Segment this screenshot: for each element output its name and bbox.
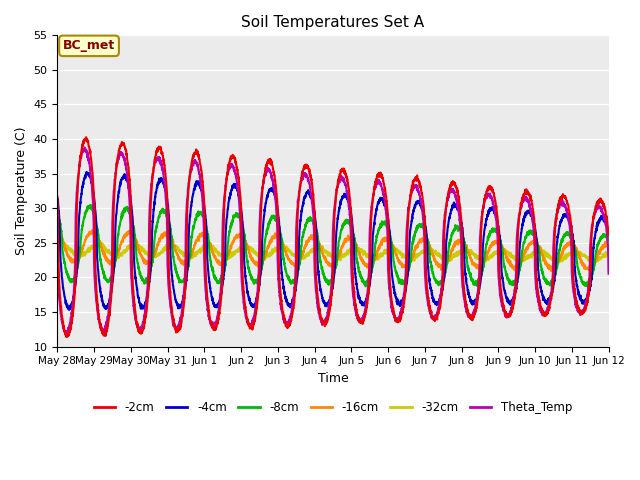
-4cm	[83, 169, 90, 175]
Line: -32cm: -32cm	[58, 242, 609, 263]
-2cm	[535, 293, 543, 299]
-2cm	[266, 159, 273, 165]
-8cm	[149, 253, 157, 259]
-32cm	[149, 254, 157, 260]
-8cm	[116, 219, 124, 225]
-8cm	[595, 241, 602, 247]
Text: BC_met: BC_met	[63, 39, 115, 52]
-16cm	[116, 242, 124, 248]
Line: -2cm: -2cm	[58, 137, 609, 337]
-16cm	[149, 252, 157, 258]
-4cm	[266, 188, 273, 194]
-2cm	[54, 193, 61, 199]
-8cm	[289, 278, 297, 284]
X-axis label: Time: Time	[317, 372, 348, 385]
-2cm	[289, 307, 297, 312]
-8cm	[265, 219, 273, 225]
-32cm	[265, 252, 273, 258]
Legend: -2cm, -4cm, -8cm, -16cm, -32cm, Theta_Temp: -2cm, -4cm, -8cm, -16cm, -32cm, Theta_Te…	[89, 396, 577, 419]
Theta_Temp	[266, 168, 273, 174]
-8cm	[362, 284, 369, 289]
-16cm	[265, 242, 273, 248]
Y-axis label: Soil Temperature (C): Soil Temperature (C)	[15, 127, 28, 255]
-2cm	[116, 143, 124, 149]
Theta_Temp	[61, 331, 69, 336]
-4cm	[65, 307, 73, 313]
-32cm	[595, 257, 602, 263]
-32cm	[289, 252, 297, 257]
-32cm	[605, 251, 612, 256]
-32cm	[552, 260, 560, 266]
-8cm	[54, 210, 61, 216]
-16cm	[535, 244, 543, 250]
-2cm	[82, 134, 90, 140]
Line: -16cm: -16cm	[58, 230, 609, 271]
-16cm	[595, 251, 602, 257]
Theta_Temp	[54, 263, 61, 269]
Line: -4cm: -4cm	[58, 172, 609, 310]
-4cm	[116, 181, 124, 187]
-32cm	[116, 251, 124, 257]
-4cm	[535, 272, 543, 278]
Theta_Temp	[116, 151, 124, 157]
-32cm	[54, 241, 61, 247]
-16cm	[547, 268, 555, 274]
-2cm	[595, 198, 602, 204]
-4cm	[595, 220, 602, 226]
-2cm	[605, 232, 612, 238]
-16cm	[289, 262, 297, 267]
Line: -8cm: -8cm	[58, 205, 609, 287]
Theta_Temp	[289, 298, 297, 304]
Theta_Temp	[81, 144, 88, 150]
Theta_Temp	[595, 205, 602, 211]
-16cm	[88, 228, 96, 233]
Theta_Temp	[535, 298, 543, 304]
-16cm	[54, 228, 61, 234]
-4cm	[150, 211, 157, 217]
-16cm	[605, 243, 612, 249]
Line: Theta_Temp: Theta_Temp	[58, 147, 609, 334]
-8cm	[86, 202, 94, 208]
-4cm	[289, 296, 297, 302]
-4cm	[54, 195, 61, 201]
Theta_Temp	[605, 271, 612, 276]
Title: Soil Temperatures Set A: Soil Temperatures Set A	[241, 15, 424, 30]
-32cm	[535, 247, 543, 253]
-4cm	[605, 233, 612, 239]
Theta_Temp	[150, 170, 157, 176]
-2cm	[150, 168, 157, 173]
-8cm	[605, 237, 612, 242]
-32cm	[58, 239, 66, 245]
-2cm	[63, 334, 70, 340]
-8cm	[535, 245, 543, 251]
